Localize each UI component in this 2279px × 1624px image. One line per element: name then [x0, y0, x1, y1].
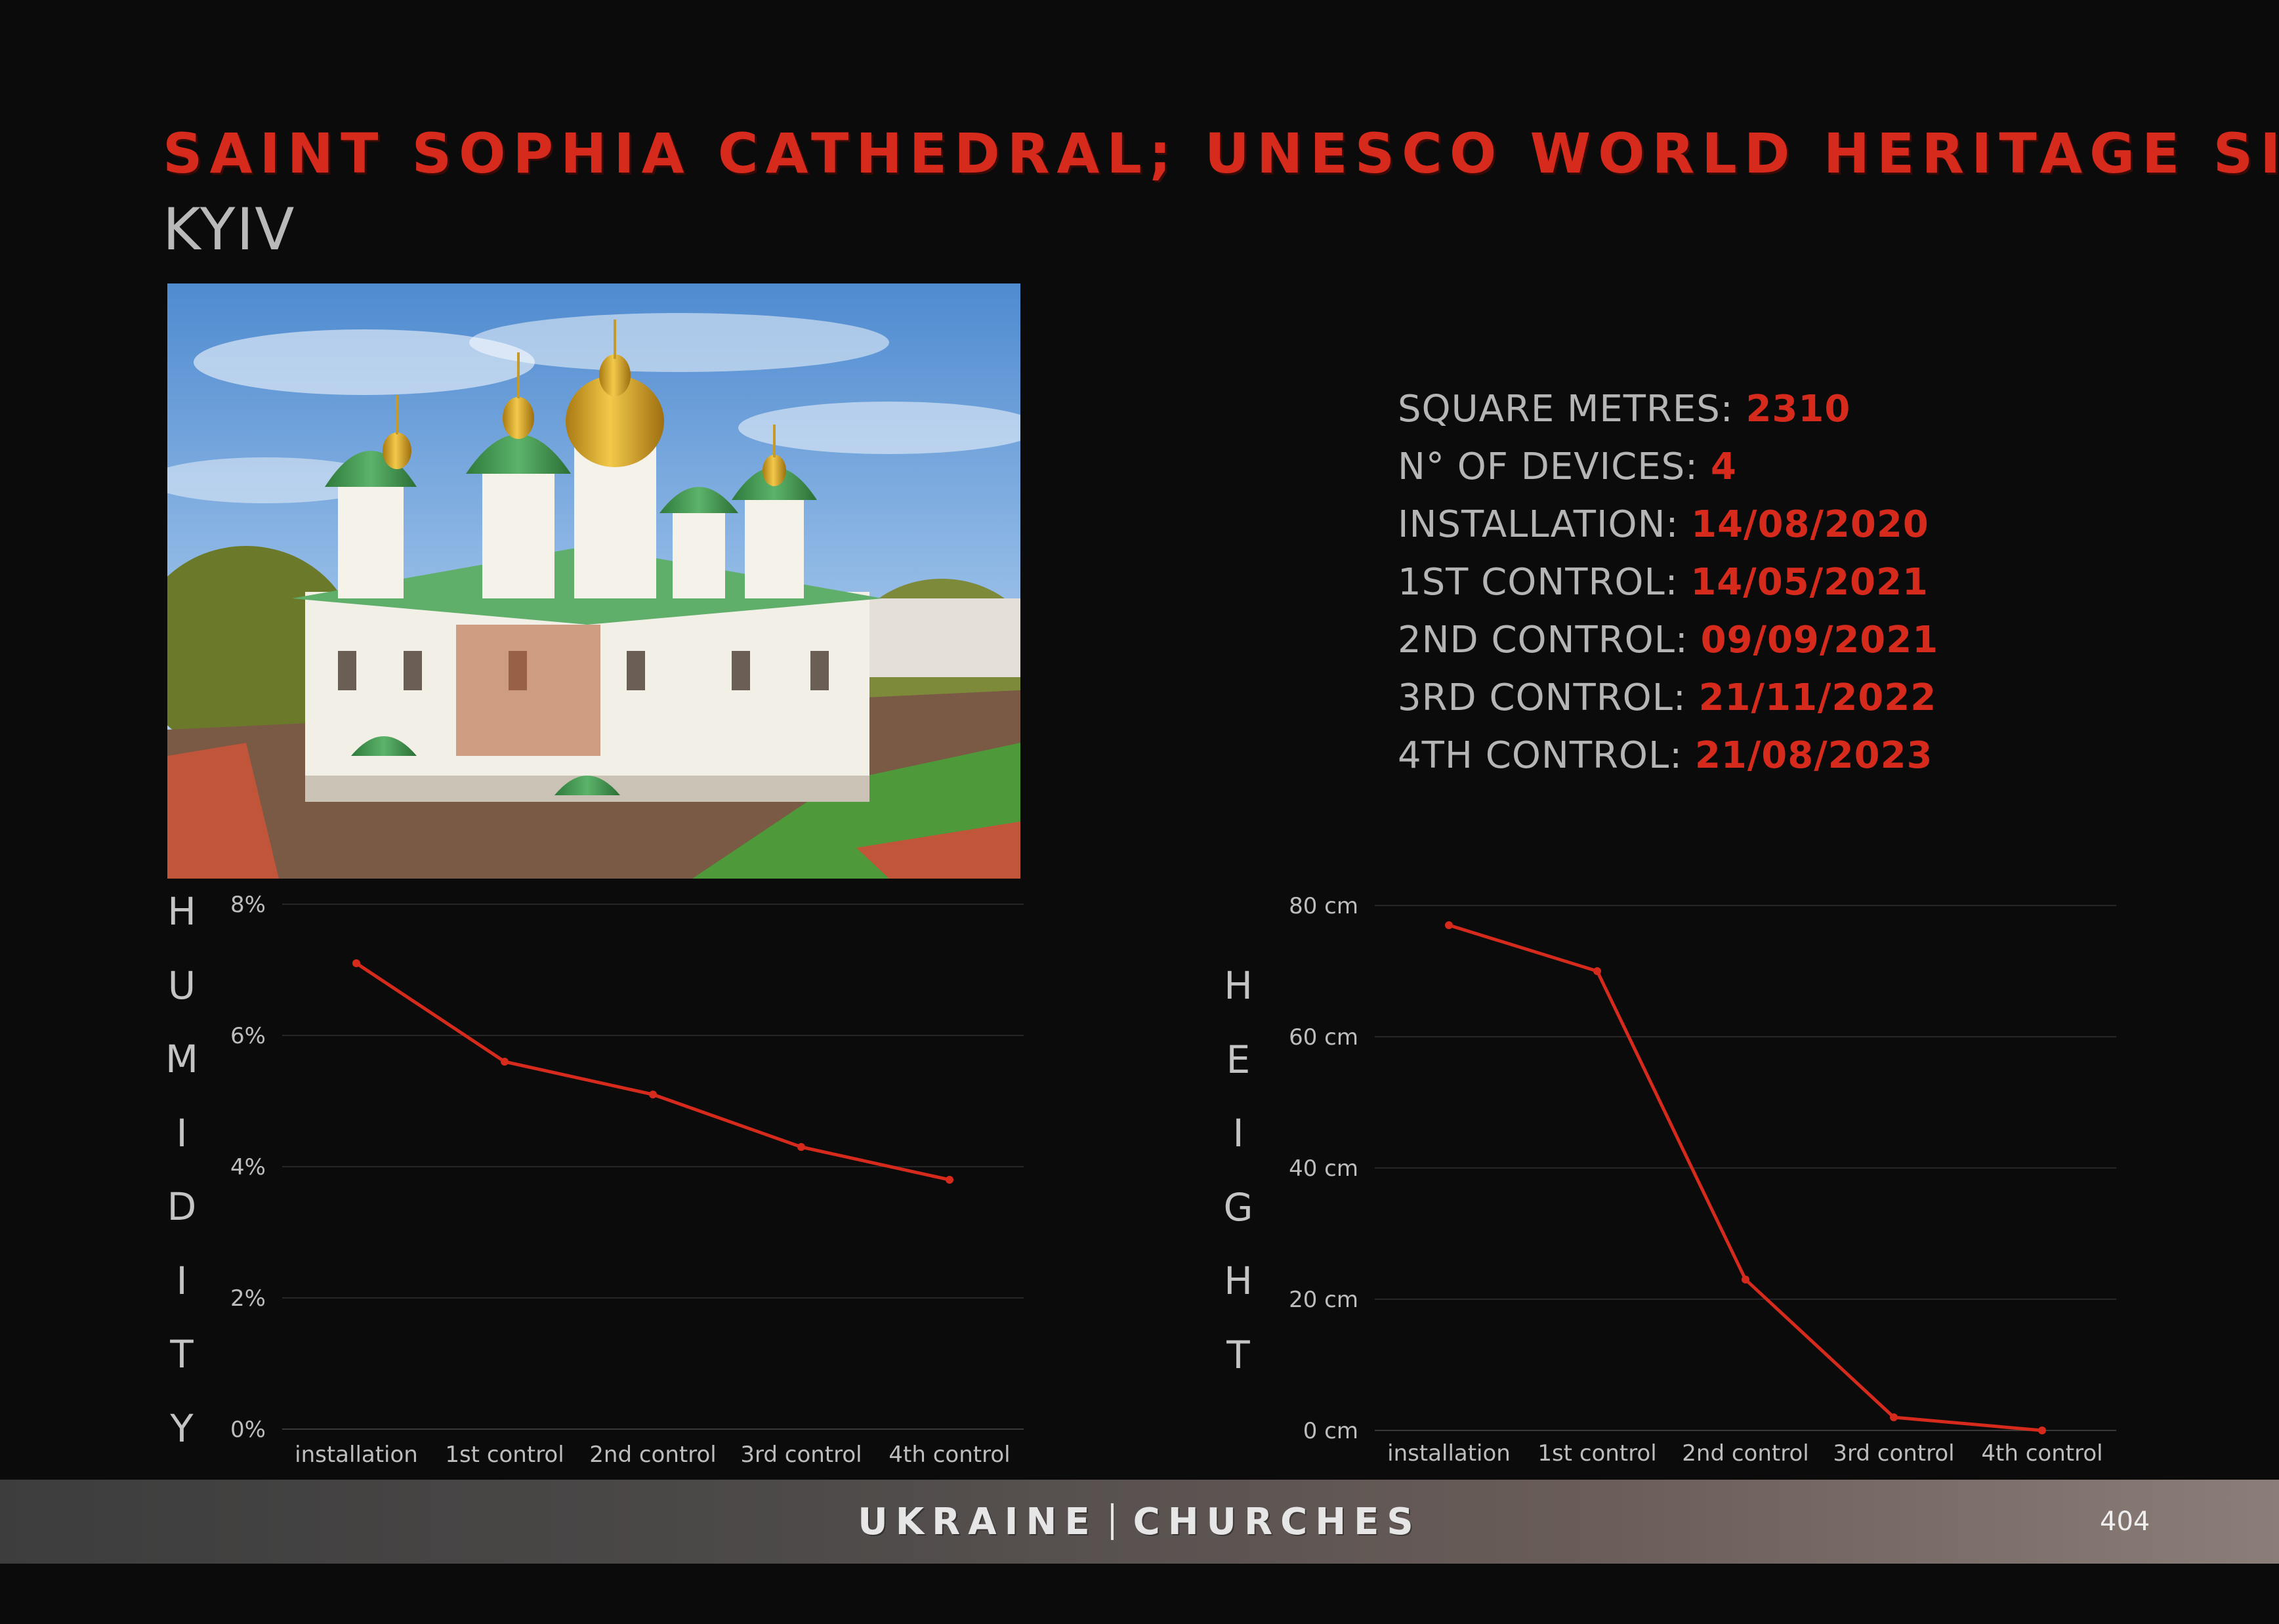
height-chart: 0 cm 20 cm 40 cm 60 cm 80 cm installation 1st … — [1289, 893, 2116, 1467]
vertical-label-letter: D — [167, 1184, 197, 1229]
series-line — [355, 961, 950, 1182]
fact-devices: N° OF DEVICES: 4 — [1398, 446, 1737, 488]
y-tick-label: 0 cm — [1303, 1418, 1358, 1444]
footer-section: CHURCHES — [1133, 1500, 1421, 1543]
y-tick-label: 60 cm — [1289, 1024, 1358, 1051]
y-tick-label: 2% — [230, 1285, 266, 1312]
x-tick-label: 4th control — [1981, 1440, 2102, 1467]
data-point — [501, 1058, 509, 1066]
data-point — [352, 959, 360, 967]
footer-country: UKRAINE — [858, 1500, 1098, 1543]
x-tick-label: 3rd control — [740, 1442, 862, 1468]
x-tick-label: 1st control — [445, 1442, 564, 1468]
x-tick-label: 3rd control — [1833, 1440, 1954, 1467]
data-point — [946, 1176, 953, 1184]
data-point — [649, 1091, 657, 1098]
humidity-chart: 0% 2% 4% 6% 8% installation 1st control 2nd con… — [230, 892, 1024, 1468]
vertical-label-letter: T — [170, 1332, 194, 1377]
x-tick-label: installation — [1387, 1440, 1511, 1467]
x-tick-label: 2nd control — [1682, 1440, 1809, 1467]
footer-brand: UKRAINE CHURCHES — [0, 1480, 2279, 1564]
vertical-label-letter: G — [1223, 1184, 1253, 1230]
data-point — [1445, 921, 1453, 929]
data-point — [1742, 1276, 1749, 1283]
y-tick-label: 8% — [230, 892, 266, 918]
y-tick-label: 0% — [230, 1417, 266, 1443]
y-tick-label: 6% — [230, 1023, 266, 1049]
x-tick-label: 2nd control — [589, 1442, 716, 1468]
vertical-label-letter: M — [165, 1037, 199, 1081]
vertical-label-letter: U — [167, 963, 196, 1008]
city-subtitle: KYIV — [163, 196, 296, 263]
footer-divider — [1110, 1503, 1114, 1540]
vertical-label-letter: E — [1226, 1037, 1251, 1082]
y-tick-label: 20 cm — [1289, 1287, 1358, 1313]
facts-list: SQUARE METRES: 2310 N° OF DEVICES: 4 INS… — [1398, 381, 1938, 785]
fact-1st-control: 1ST CONTROL: 14/05/2021 — [1398, 561, 1929, 604]
vertical-label-letter: T — [1226, 1332, 1250, 1377]
x-tick-label: 1st control — [1537, 1440, 1656, 1467]
data-point — [2038, 1426, 2046, 1434]
page-number: 404 — [2100, 1507, 2150, 1537]
page-title: SAINT SOPHIA CATHEDRAL; UNESCO WORLD HER… — [163, 121, 2279, 186]
footer-bar: UKRAINE CHURCHES 404 — [0, 1480, 2279, 1564]
vertical-label-letter: H — [1224, 963, 1253, 1008]
fact-3rd-control: 3RD CONTROL: 21/11/2022 — [1398, 677, 1937, 719]
fact-2nd-control: 2ND CONTROL: 09/09/2021 — [1398, 619, 1939, 661]
vertical-label-letter: I — [176, 1110, 188, 1156]
data-point — [797, 1143, 805, 1151]
x-tick-label: 4th control — [889, 1442, 1010, 1468]
cathedral-photo — [167, 283, 1020, 879]
data-point — [1593, 967, 1601, 975]
vertical-label-letter: H — [1224, 1259, 1253, 1303]
data-point — [1890, 1413, 1898, 1421]
fact-4th-control: 4TH CONTROL: 21/08/2023 — [1398, 734, 1933, 777]
x-tick-label: installation — [295, 1442, 418, 1468]
y-tick-label: 80 cm — [1289, 893, 1358, 919]
vertical-label-letter: I — [1232, 1111, 1244, 1156]
vertical-label-letter: I — [176, 1258, 188, 1303]
y-tick-label: 4% — [230, 1154, 266, 1180]
fact-installation: INSTALLATION: 14/08/2020 — [1398, 503, 1929, 546]
fact-square-metres: SQUARE METRES: 2310 — [1398, 388, 1851, 430]
series-line — [1448, 923, 2043, 1432]
vertical-label-letter: Y — [170, 1405, 194, 1451]
vertical-label-letter: H — [167, 889, 196, 934]
y-tick-label: 40 cm — [1289, 1156, 1358, 1182]
